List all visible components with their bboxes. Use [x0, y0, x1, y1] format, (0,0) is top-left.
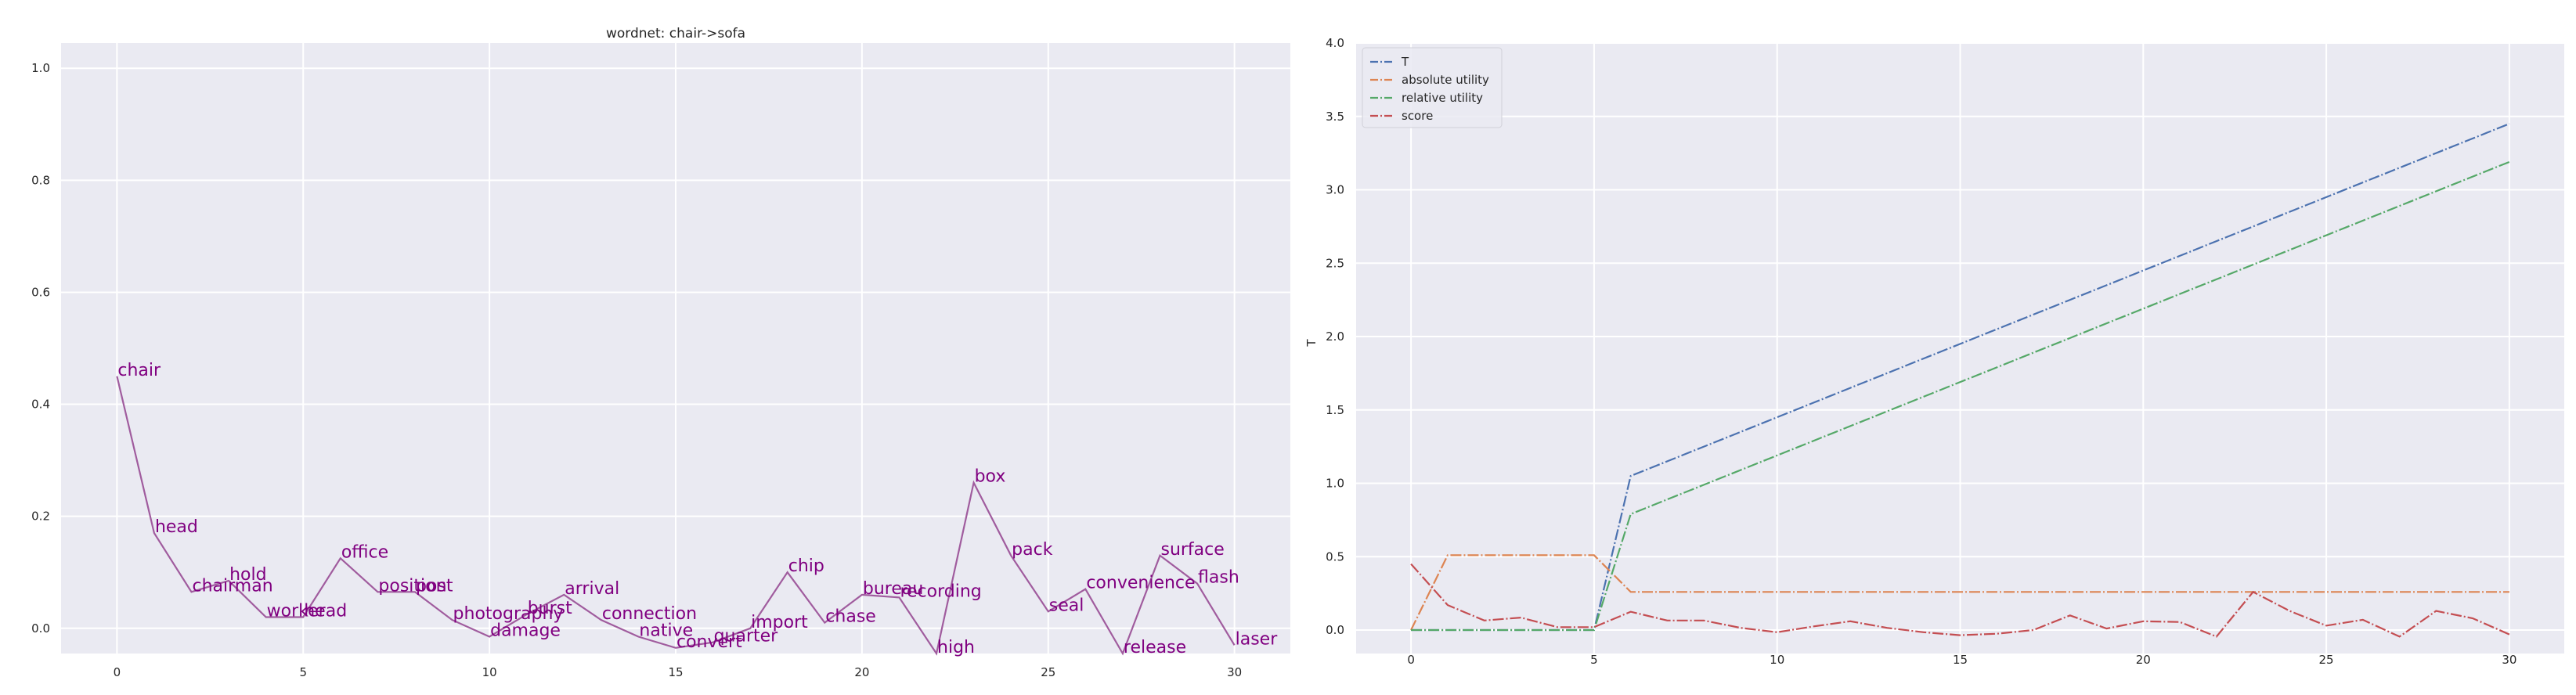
word-label: head — [304, 601, 347, 621]
word-label: post — [416, 576, 453, 596]
chart-wordnet-scores: wordnet: chair->sofa 0 5 10 15 20 25 30 0.0 0.2… — [31, 26, 1290, 679]
word-label: chairman — [193, 576, 273, 596]
word-label: quarter — [714, 627, 779, 646]
y-tick-label: 3.0 — [1326, 183, 1344, 197]
word-label: worker — [267, 601, 327, 621]
word-label: import — [751, 613, 808, 632]
word-label: office — [341, 542, 388, 562]
grid-right — [1356, 42, 2564, 654]
y-tick-label: 1.0 — [1326, 477, 1344, 491]
y-tick-label: 0.0 — [1326, 623, 1344, 637]
x-tick-label: 0 — [114, 665, 121, 679]
y-tick-label: 1.0 — [31, 61, 50, 75]
y-tick-label: 1.5 — [1326, 403, 1344, 417]
x-tick-label: 5 — [1590, 653, 1598, 667]
word-label: convert — [676, 632, 742, 652]
series-line-absolute-utility — [1410, 554, 2509, 631]
chart-title: wordnet: chair->sofa — [606, 26, 745, 41]
chart-utilities: T 0 5 10 15 20 25 30 0.0 0.5 1.0 1.5 2.0 2.5 3.0 3.5 4… — [1304, 36, 2564, 667]
legend-box — [1362, 47, 1503, 128]
y-tick-label: 2.0 — [1326, 329, 1344, 344]
y-tick-label: 4.0 — [1326, 36, 1344, 50]
word-label: head — [155, 517, 198, 537]
score-line-left — [116, 376, 1236, 656]
x-tick-label: 10 — [1770, 653, 1784, 667]
y-tick-labels-left: 0.0 0.2 0.4 0.6 0.8 1.0 — [31, 61, 50, 636]
series-line-score — [1410, 563, 2510, 638]
series-lines — [1410, 123, 2510, 638]
x-tick-label: 5 — [299, 665, 307, 679]
x-tick-labels-left: 0 5 10 15 20 25 30 — [114, 665, 1243, 679]
x-tick-label: 15 — [668, 665, 683, 679]
word-label: chip — [788, 556, 824, 576]
grid-left — [61, 43, 1290, 654]
word-label: burst — [528, 599, 572, 618]
word-label: pack — [1012, 540, 1053, 560]
word-label: native — [639, 621, 693, 641]
word-label: position — [378, 576, 446, 596]
y-tick-labels-right: 0.0 0.5 1.0 1.5 2.0 2.5 3.0 3.5 4.0 — [1326, 36, 1344, 637]
x-tick-label: 20 — [2136, 653, 2151, 667]
x-tick-label: 25 — [1041, 665, 1055, 679]
x-tick-label: 30 — [2502, 653, 2516, 667]
x-tick-label: 0 — [1407, 653, 1415, 667]
legend-entry: score — [1402, 109, 1433, 123]
word-label: bureau — [863, 579, 923, 599]
legend-entry: relative utility — [1402, 91, 1483, 105]
word-label: damage — [490, 621, 561, 641]
word-label: surface — [1160, 540, 1224, 560]
y-tick-label: 0.0 — [31, 621, 50, 636]
word-label: laser — [1236, 629, 1279, 649]
word-label: chase — [825, 607, 876, 627]
word-label: photography — [453, 604, 564, 624]
legend-entry: absolute utility — [1402, 73, 1489, 87]
y-tick-label: 0.8 — [31, 173, 50, 187]
legend-entry: T — [1401, 55, 1409, 69]
word-label: chair — [117, 361, 161, 380]
x-tick-label: 30 — [1227, 665, 1242, 679]
word-label: seal — [1049, 596, 1084, 615]
x-tick-label: 15 — [1953, 653, 1968, 667]
word-labels: chairheadchairmanholdworkerheadofficepos… — [117, 361, 1278, 657]
word-label: connection — [602, 604, 697, 624]
word-label: recording — [900, 582, 981, 601]
x-tick-label: 20 — [854, 665, 869, 679]
y-tick-label: 0.5 — [1326, 549, 1344, 564]
x-tick-label: 10 — [482, 665, 497, 679]
y-tick-label: 3.5 — [1326, 110, 1344, 124]
word-label: arrival — [565, 579, 619, 599]
x-tick-labels-right: 0 5 10 15 20 25 30 — [1407, 653, 2516, 667]
series-line-relative-utility — [1411, 160, 2510, 632]
x-tick-label: 25 — [2319, 653, 2334, 667]
word-label: box — [975, 467, 1006, 487]
y-tick-label: 0.2 — [31, 510, 50, 524]
word-label: hold — [229, 565, 266, 585]
word-label: flash — [1198, 568, 1239, 588]
word-label: convenience — [1086, 574, 1195, 593]
y-axis-label: T — [1304, 339, 1319, 348]
y-tick-label: 0.4 — [31, 398, 50, 412]
word-label: high — [937, 638, 975, 657]
word-label: release — [1124, 638, 1186, 657]
y-tick-label: 2.5 — [1326, 256, 1344, 270]
score-line — [116, 376, 1236, 656]
y-tick-label: 0.6 — [31, 285, 50, 299]
